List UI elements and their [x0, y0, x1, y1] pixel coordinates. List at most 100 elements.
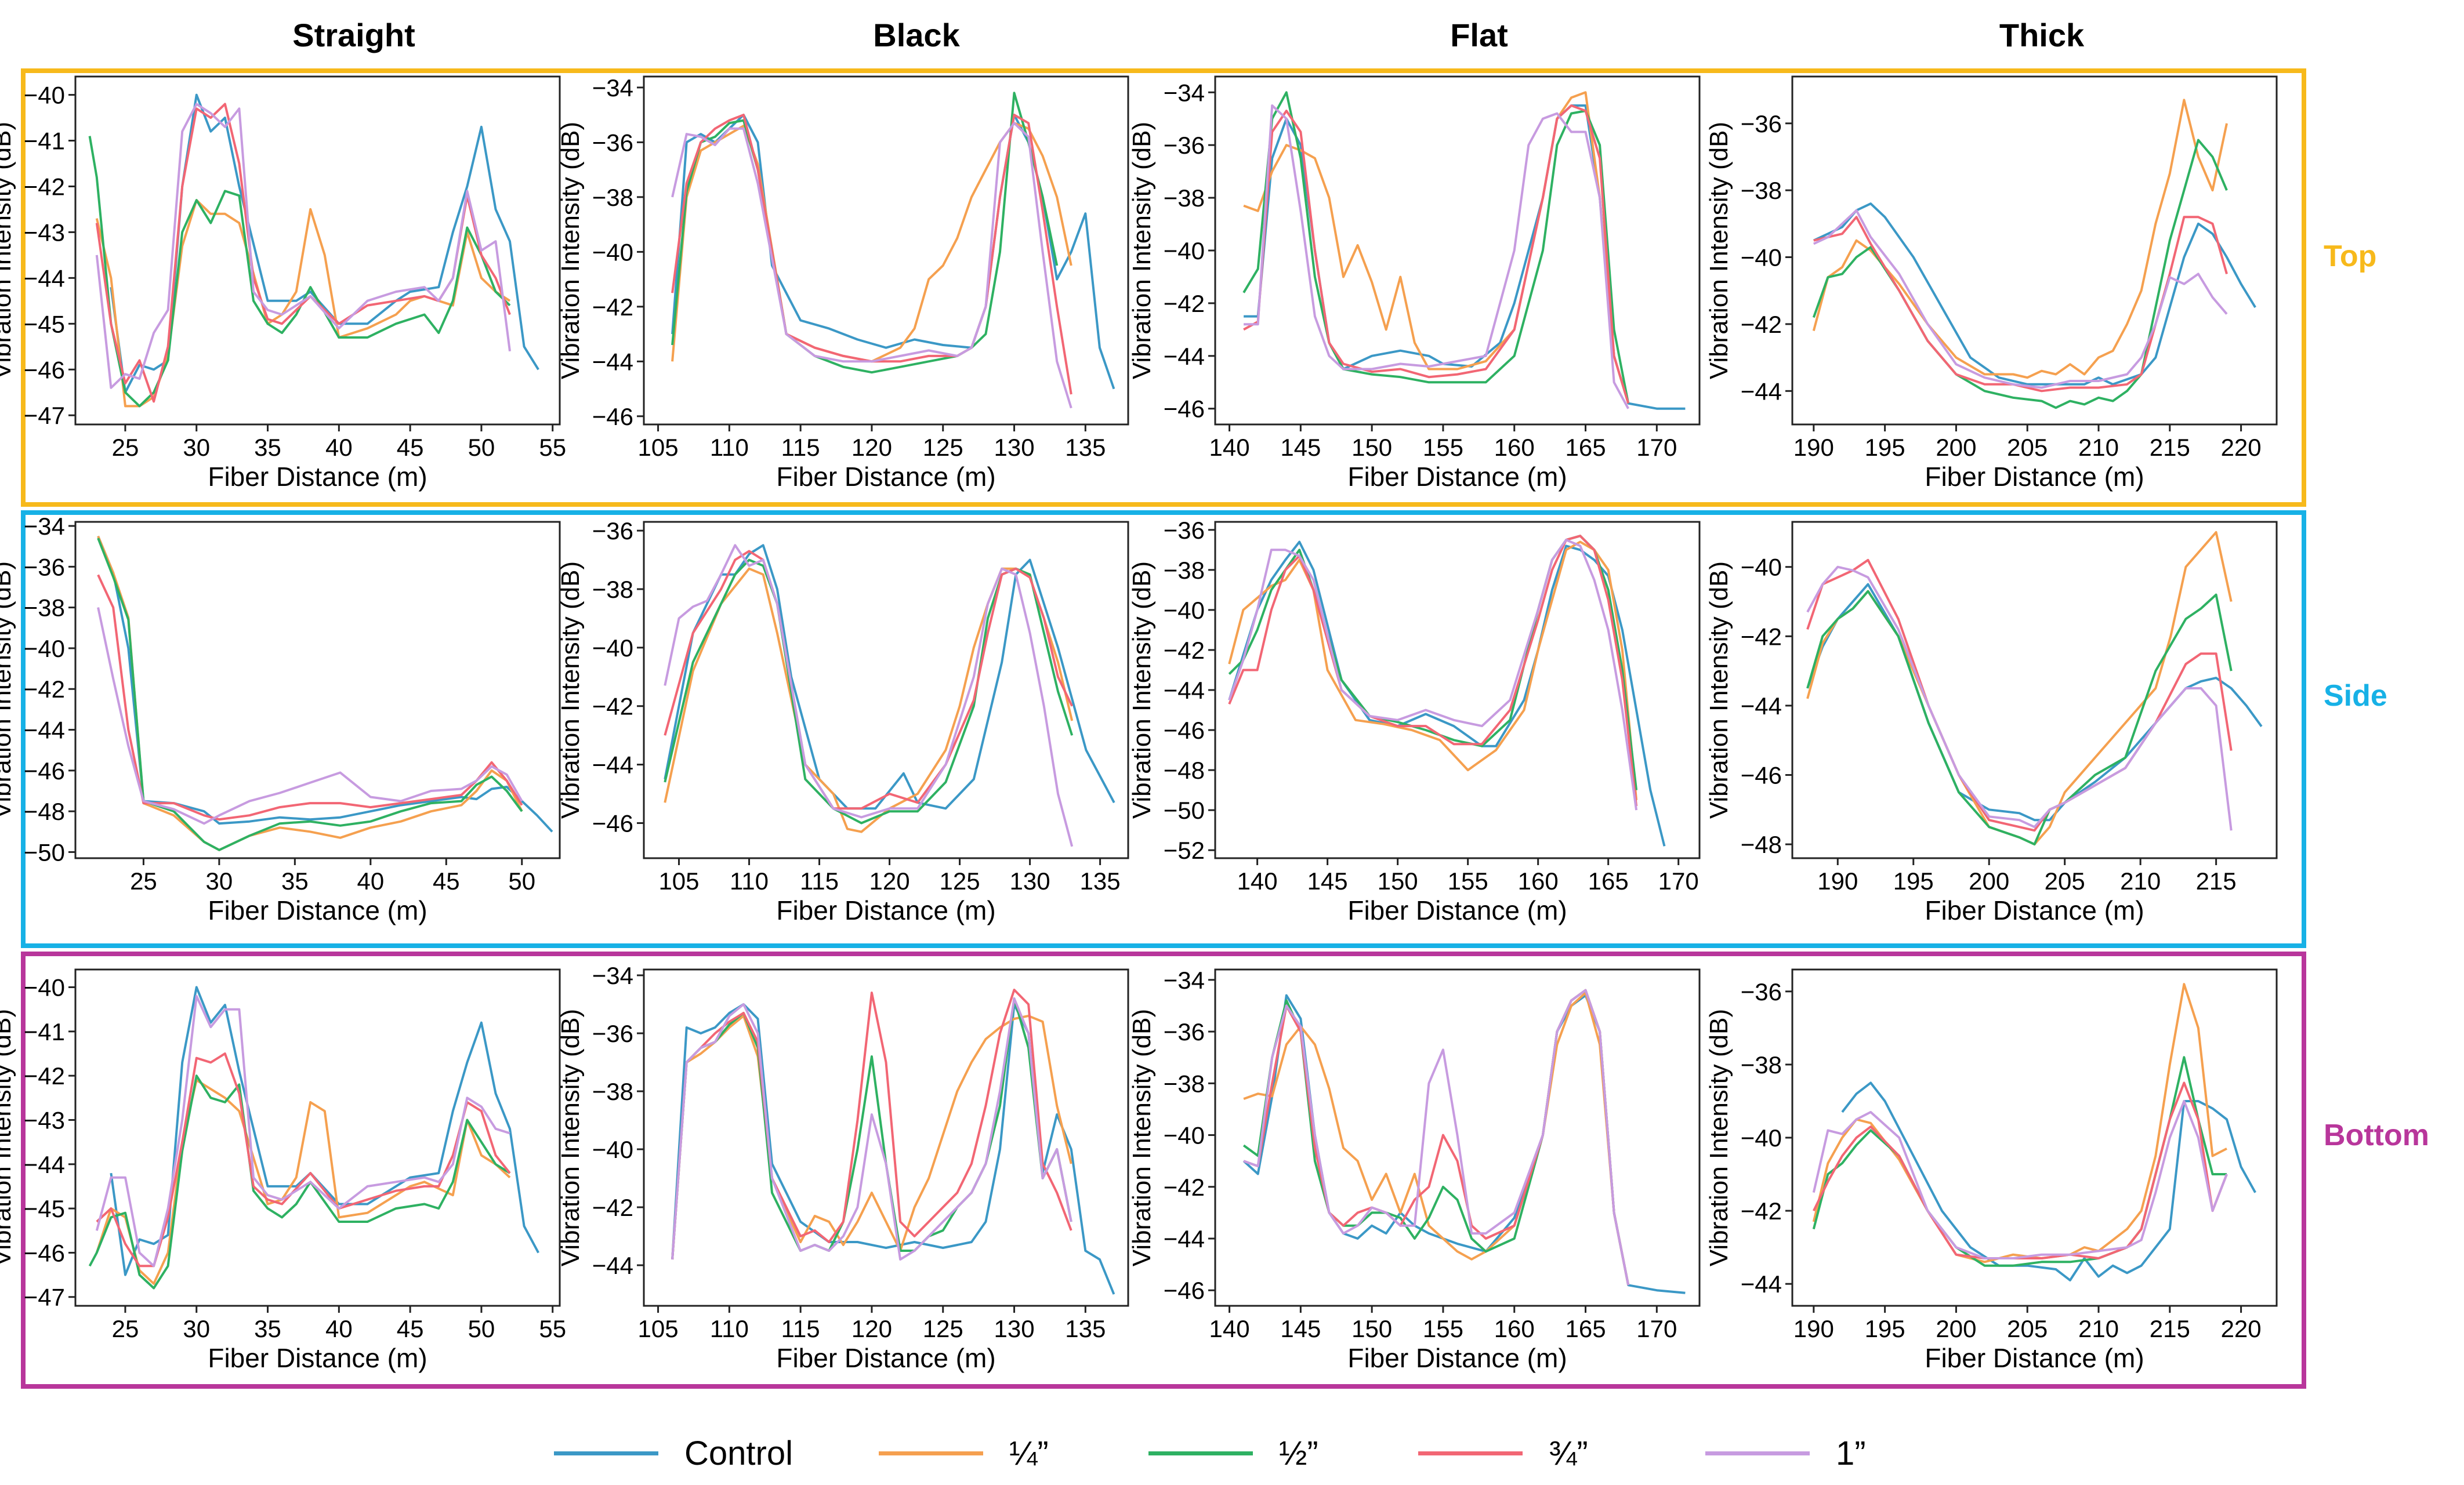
series-line-Control	[1228, 540, 1666, 847]
row-label-bottom: Bottom	[2324, 1119, 2429, 1152]
x-tick-label: 110	[730, 867, 769, 895]
y-tick-label: −44	[1741, 1270, 1782, 1298]
y-tick-label: −34	[1164, 79, 1205, 106]
x-tick-label: 170	[1636, 434, 1677, 461]
y-tick-label: −40	[1164, 1122, 1205, 1149]
y-tick-label: −36	[24, 553, 65, 580]
y-tick-label: −44	[1741, 692, 1782, 720]
legend-label-quarter-inch: ¼”	[1009, 1435, 1049, 1472]
row-label-side: Side	[2324, 679, 2387, 713]
y-tick-label: −44	[24, 717, 65, 744]
x-tick-label: 165	[1565, 1315, 1606, 1342]
series-line-quarter	[1806, 531, 2233, 846]
x-tick-label: 150	[1351, 1315, 1392, 1342]
series-line-Control	[1244, 104, 1686, 410]
y-axis-label: Vibration Intensity (dB)	[1128, 1009, 1156, 1266]
series-line-Control	[97, 535, 553, 833]
series-line-three-quarter	[96, 1052, 511, 1268]
legend-swatch-quarter-inch	[879, 1451, 983, 1455]
x-tick-label: 205	[2007, 1315, 2048, 1342]
x-axis-label: Fiber Distance (m)	[1347, 462, 1567, 492]
series-line-three-quarter	[664, 550, 1074, 810]
x-tick-label: 190	[1793, 434, 1834, 461]
series-line-half	[88, 136, 511, 408]
x-axis-label: Fiber Distance (m)	[1347, 895, 1567, 925]
series-line-one	[1806, 565, 2233, 831]
legend-label-half-inch: ½”	[1279, 1435, 1318, 1472]
series-line-Control	[1813, 202, 2256, 386]
x-tick-label: 170	[1658, 867, 1699, 895]
series-line-quarter	[1243, 992, 1630, 1286]
row-frame-bottom	[21, 952, 2306, 1389]
x-tick-label: 25	[112, 1315, 139, 1342]
y-tick-label: −50	[24, 838, 65, 866]
y-tick-label: −38	[592, 576, 633, 603]
y-tick-label: −40	[1164, 597, 1205, 624]
y-tick-label: −46	[1164, 395, 1205, 423]
x-tick-label: 150	[1351, 434, 1392, 461]
series-line-one	[1244, 104, 1629, 409]
x-tick-label: 205	[2045, 867, 2085, 895]
x-tick-label: 160	[1494, 1315, 1535, 1342]
x-tick-label: 115	[800, 867, 839, 895]
y-tick-label: −42	[24, 1062, 65, 1090]
y-tick-label: −38	[592, 1078, 633, 1105]
series-line-one	[1228, 539, 1638, 811]
series-line-quarter	[671, 122, 1072, 363]
y-axis-label: Vibration Intensity (dB)	[0, 561, 16, 819]
x-tick-label: 35	[254, 434, 281, 461]
y-tick-label: −38	[1164, 1070, 1205, 1097]
chart-panel-side-black: 105 110 115 120 125 130 135 −46 −44 −42 −40 −38 −36 F…	[556, 517, 1129, 925]
x-axis-label: Fiber Distance (m)	[1925, 1343, 2144, 1373]
axes-frame	[643, 75, 1129, 426]
column-title-flat: Flat	[1450, 17, 1508, 53]
y-tick-label: −46	[1741, 761, 1782, 789]
y-tick-label: −46	[24, 757, 65, 785]
axes-frame	[1791, 521, 2278, 859]
series-line-three-quarter	[1806, 558, 2233, 832]
x-tick-label: 200	[1969, 867, 2009, 895]
axes-frame	[1214, 968, 1701, 1307]
series-line-three-quarter	[1243, 104, 1630, 404]
series-line-three-quarter	[1813, 216, 2228, 393]
x-tick-label: 220	[2221, 1315, 2262, 1342]
y-tick-label: −42	[1164, 290, 1205, 317]
y-tick-label: −44	[1164, 677, 1205, 704]
x-tick-label: 190	[1817, 867, 1858, 895]
series-line-one	[95, 103, 511, 389]
y-tick-label: −47	[24, 1284, 65, 1311]
series-line-quarter	[1812, 99, 2228, 379]
y-tick-label: −42	[1164, 637, 1205, 664]
y-tick-label: −38	[1164, 557, 1205, 584]
x-tick-label: 210	[2120, 867, 2161, 895]
y-tick-label: −40	[1741, 244, 1782, 271]
series-line-one	[671, 997, 1072, 1261]
x-tick-label: 200	[1936, 434, 1976, 461]
x-tick-label: 40	[325, 1315, 353, 1342]
x-tick-label: 145	[1280, 434, 1321, 461]
x-tick-label: 145	[1280, 1315, 1321, 1342]
x-tick-label: 135	[1065, 434, 1106, 461]
chart-panel-bottom-thick: 190 195 200 205 210 215 220 −44 −42 −40 −38 −36 Fibe…	[1705, 968, 2278, 1373]
y-tick-label: −45	[24, 1195, 65, 1222]
x-tick-label: 45	[397, 434, 424, 461]
y-axis-label: Vibration Intensity (dB)	[556, 1009, 585, 1266]
row-label-top: Top	[2324, 239, 2377, 273]
x-tick-label: 50	[468, 434, 495, 461]
series-line-one	[671, 122, 1072, 409]
x-axis-label: Fiber Distance (m)	[1925, 895, 2144, 925]
x-tick-label: 105	[638, 434, 679, 461]
y-tick-label: −40	[592, 1136, 633, 1163]
x-tick-label: 205	[2007, 434, 2048, 461]
y-tick-label: −46	[24, 356, 65, 383]
series-line-three-quarter	[671, 114, 1072, 395]
axes-frame	[643, 521, 1129, 859]
y-axis-label: Vibration Intensity (dB)	[0, 122, 16, 379]
chart-panel-top-flat: 140 145 150 155 160 165 170 −46 −44 −42 −40 −38 −36 −…	[1128, 75, 1701, 492]
y-tick-label: −46	[592, 403, 633, 430]
series-line-three-quarter	[1228, 535, 1638, 807]
y-tick-label: −41	[24, 1018, 65, 1045]
series-line-one	[95, 994, 510, 1268]
series-line-three-quarter	[1813, 1081, 2228, 1259]
chart-panel-bottom-flat: 140 145 150 155 160 165 170 −46 −44 −42 −40 −38 −36 −…	[1128, 967, 1701, 1373]
